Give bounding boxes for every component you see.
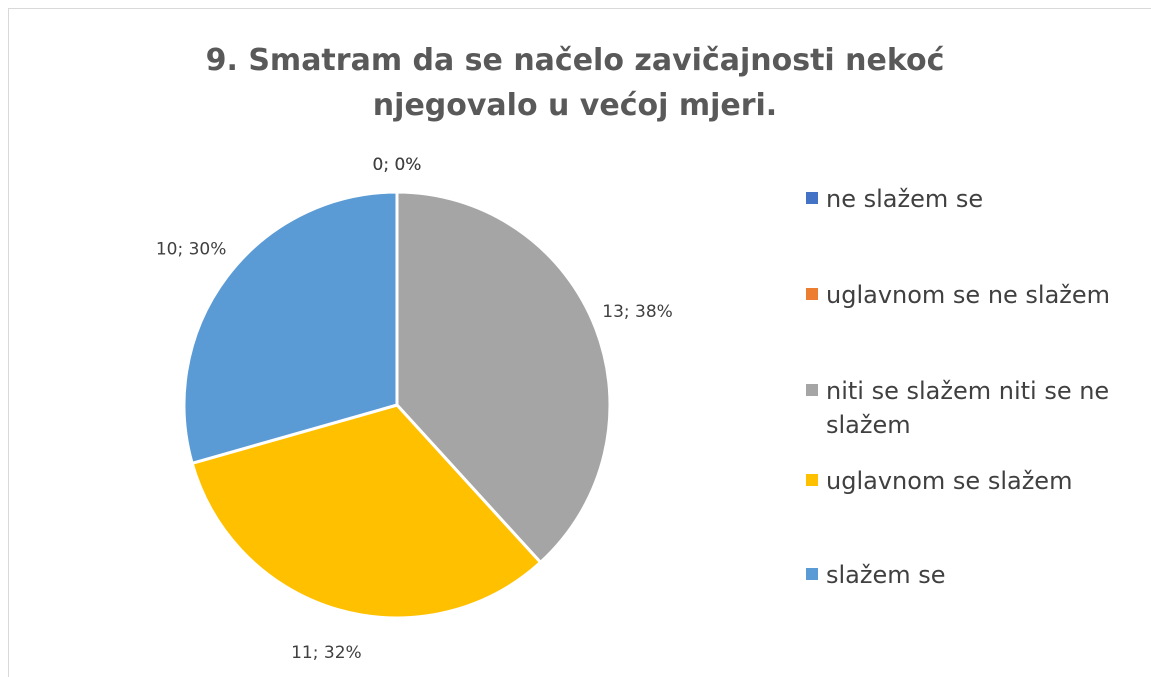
legend-label: uglavnom se ne slažem <box>826 281 1111 309</box>
legend-label: ne slažem se <box>826 185 984 213</box>
data-label: 0; 0% <box>373 155 422 175</box>
legend-item: ne slažem se <box>806 182 1136 216</box>
legend-label: niti se slažem niti se ne slažem <box>826 377 1110 439</box>
legend-swatch <box>806 384 818 396</box>
chart-frame <box>8 8 1151 677</box>
legend-swatch <box>806 474 818 486</box>
data-label: 0; 0% <box>373 155 422 175</box>
data-label: 10; 30% <box>156 240 227 260</box>
legend-label: slažem se <box>826 561 946 589</box>
legend-item: uglavnom se ne slažem <box>806 278 1136 312</box>
legend-label: uglavnom se slažem <box>826 467 1073 495</box>
legend-item: niti se slažem niti se ne slažem <box>806 374 1136 442</box>
legend-item: slažem se <box>806 558 1136 592</box>
pie-slice <box>395 190 612 565</box>
chart-title: 9. Smatram da se načelo zavičajnosti nek… <box>205 43 945 123</box>
legend-item: uglavnom se slažem <box>806 464 1136 498</box>
pie-slice <box>182 190 399 466</box>
legend-swatch <box>806 568 818 580</box>
data-label: 11; 32% <box>291 643 362 663</box>
legend-swatch <box>806 288 818 300</box>
data-label: 13; 38% <box>602 302 673 322</box>
pie-slice <box>190 403 543 620</box>
legend-swatch <box>806 192 818 204</box>
